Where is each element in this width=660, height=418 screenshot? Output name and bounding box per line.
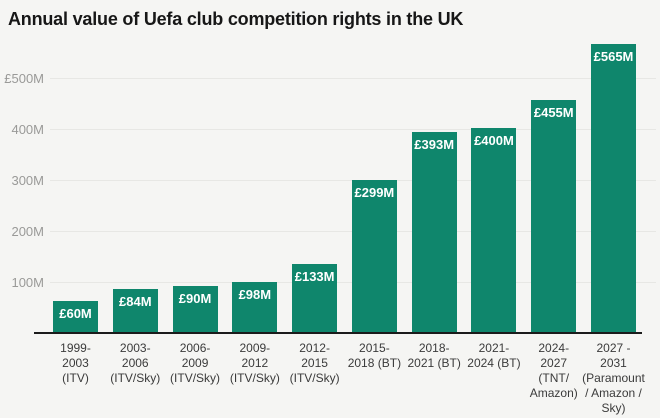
- gridline: [50, 77, 656, 79]
- bar-value-label: £565M: [593, 48, 634, 64]
- x-axis-tick-line: Amazon): [529, 386, 578, 400]
- x-axis-tick-line: 2003: [62, 356, 89, 370]
- x-axis-tick-line: (ITV/Sky): [289, 371, 340, 385]
- x-axis-tick-label: 2009- 2012 (ITV/Sky): [210, 341, 300, 386]
- x-axis-tick-line: 1999-: [60, 341, 91, 355]
- y-axis-tick-label: £500M: [4, 71, 44, 86]
- bar-value-label: £133M: [294, 269, 335, 285]
- x-axis-tick-line: 2021 (BT): [407, 356, 461, 370]
- y-axis-tick-label: 300M: [11, 173, 44, 188]
- x-axis-tick-line: 2024 (BT): [467, 356, 521, 370]
- bar: £90M: [172, 286, 218, 332]
- bar-value-label: £98M: [238, 287, 272, 303]
- x-axis-tick-line: 2015-: [359, 341, 390, 355]
- x-axis-tick-label: 2024- 2027 (TNT/Amazon): [509, 341, 599, 401]
- x-axis-tick-line: 2006: [121, 356, 149, 370]
- x-axis-tick-label: 2018- 2021 (BT): [389, 341, 479, 371]
- x-axis-tick-line: 2015: [301, 356, 328, 370]
- bar: £393M: [411, 131, 457, 332]
- x-axis-tick-line: 2031: [600, 356, 627, 370]
- bar-value-label: £455M: [533, 104, 574, 120]
- chart-title: Annual value of Uefa club competition ri…: [8, 9, 464, 29]
- bar-value-label: £299M: [354, 184, 395, 200]
- x-axis-tick-line: 2006-: [179, 341, 211, 355]
- bar-value-label: £60M: [59, 306, 92, 322]
- y-axis-tick-label: 200M: [11, 224, 44, 239]
- bar-value-label: £400M: [474, 133, 514, 148]
- bar-value-label: £90M: [178, 291, 212, 307]
- bar: £60M: [53, 301, 98, 332]
- x-axis-tick-label: 2006- 2009 (ITV/Sky): [150, 341, 240, 386]
- x-axis-tick-label: 2003- 2006 (ITV/Sky): [90, 341, 180, 386]
- bar-value-label: £84M: [119, 294, 152, 310]
- x-axis-tick-line: 2018-: [418, 341, 450, 355]
- bar: £400M: [471, 128, 517, 332]
- bar-value-label: £393M: [414, 136, 455, 152]
- x-axis-tick-line: Sky): [601, 401, 626, 415]
- x-axis-tick-line: (Paramount: [582, 371, 645, 385]
- x-axis-tick-line: 2027: [540, 356, 568, 370]
- x-axis-tick-line: 2021-: [478, 341, 510, 355]
- x-axis-tick-line: (ITV/Sky): [170, 371, 221, 385]
- x-axis-tick-label: 2021- 2024 (BT): [449, 341, 539, 371]
- x-axis-tick-line: 2018 (BT): [347, 356, 402, 370]
- bar: £133M: [292, 264, 338, 332]
- x-axis-tick-line: (ITV/Sky): [229, 371, 280, 385]
- x-axis-tick-line: 2012: [241, 356, 269, 370]
- x-axis-tick-label: 2027 -2031 (Paramount / Amazon / Sky): [569, 341, 659, 416]
- bar: £565M: [591, 43, 637, 332]
- bar: £455M: [531, 99, 577, 332]
- x-axis-tick-line: / Amazon /: [585, 386, 642, 400]
- x-axis-tick-line: 2012-: [299, 341, 330, 355]
- bar: £98M: [232, 282, 278, 332]
- x-axis-tick-line: 2009: [181, 356, 209, 370]
- x-axis-tick-line: 2024-: [538, 341, 570, 355]
- x-axis-tick-line: (ITV/Sky): [110, 371, 161, 385]
- x-axis-tick-line: 2027 -: [596, 341, 631, 355]
- x-axis-tick-line: 2009-: [239, 341, 271, 355]
- x-axis-line: [34, 332, 642, 334]
- x-axis-tick-line: (TNT/: [538, 371, 570, 385]
- x-axis-tick-line: 2003-: [119, 341, 151, 355]
- y-axis-tick-label: 100M: [11, 275, 44, 290]
- y-axis-tick-label: 400M: [11, 122, 44, 137]
- x-axis-tick-label: 2012- 2015 (ITV/Sky): [270, 341, 360, 386]
- x-axis-tick-label: 2015- 2018 (BT): [329, 341, 419, 371]
- x-axis-tick-label: 1999- 2003 (ITV): [31, 341, 121, 386]
- x-axis-tick-line: (ITV): [62, 371, 89, 385]
- bar: £84M: [112, 289, 158, 332]
- bar: £299M: [351, 179, 397, 332]
- gridline: [50, 128, 656, 130]
